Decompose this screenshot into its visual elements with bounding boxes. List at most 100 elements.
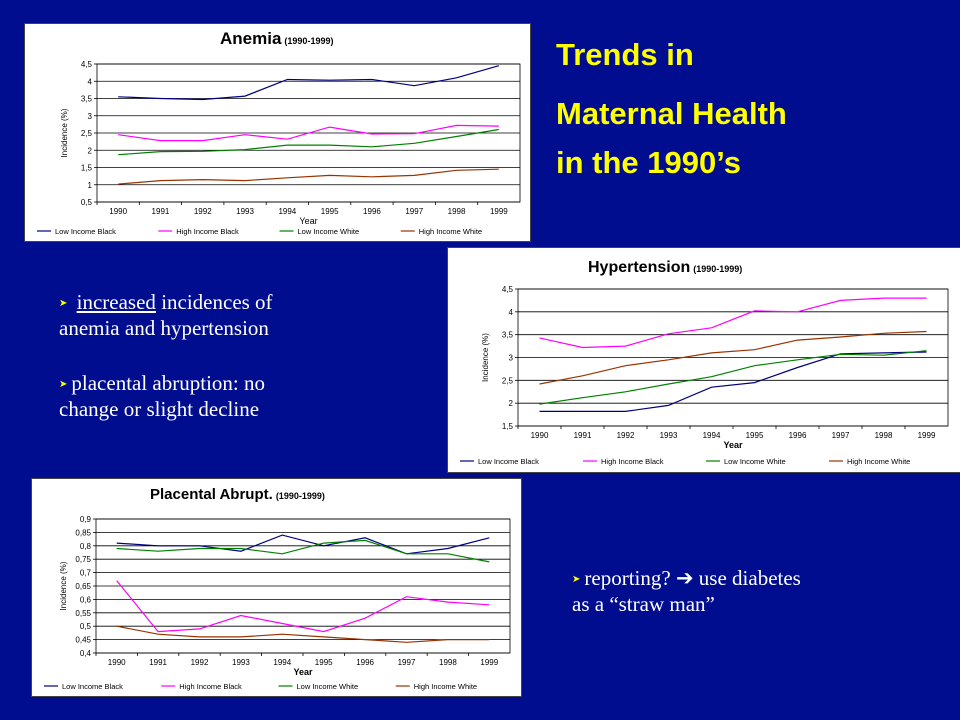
y-axis-label: Incidence (%) [60, 108, 69, 157]
bullet-1-underlined: increased [76, 290, 156, 314]
bullet-1-line-2: anemia and hypertension [59, 316, 269, 341]
x-tick-label: 1994 [273, 658, 291, 667]
arrowhead-bullet-icon: ➤ [59, 298, 68, 310]
bullet-3-line-1-b: use diabetes [693, 566, 801, 590]
y-axis-label: Incidence (%) [59, 561, 68, 610]
x-tick-label: 1992 [194, 207, 212, 216]
y-axis-label: Incidence (%) [481, 333, 490, 382]
bullet-placental-abruption: ➤ placental abruption: no change or sligh… [59, 371, 419, 421]
x-tick-label: 1990 [108, 658, 126, 667]
y-tick-label: 0,5 [81, 198, 93, 207]
chart-title: Anemia (1990-1999) [220, 29, 333, 48]
x-tick-label: 1999 [918, 431, 936, 440]
chart-title-suffix: (1990-1999) [284, 36, 333, 46]
slide-title-line-3: in the 1990’s [556, 145, 741, 180]
x-tick-label: 1990 [531, 431, 549, 440]
series-line-high-income-white [118, 168, 499, 185]
x-tick-label: 1995 [321, 207, 339, 216]
y-tick-label: 4 [88, 77, 93, 86]
y-tick-label: 3,5 [502, 331, 514, 340]
x-tick-label: 1998 [448, 207, 466, 216]
y-tick-label: 0,8 [80, 542, 92, 551]
y-tick-label: 4 [509, 308, 514, 317]
x-tick-label: 1992 [191, 658, 209, 667]
series-line-low-income-black [116, 534, 490, 555]
x-tick-label: 1999 [490, 207, 508, 216]
x-tick-label: 1999 [480, 658, 498, 667]
y-tick-label: 0,9 [80, 515, 92, 524]
legend-label: Low Income White [298, 227, 360, 236]
x-tick-label: 1996 [363, 207, 381, 216]
y-tick-label: 2 [509, 399, 514, 408]
placental-abruption-chart-svg: Placental Abrupt. (1990-1999) 0,4 0,45 0,5 0,… [44, 486, 511, 691]
x-tick-label: 1994 [703, 431, 721, 440]
y-tick-label: 1,5 [81, 164, 93, 173]
legend-label: Low Income White [724, 457, 786, 466]
series-line-high-income-black [118, 124, 499, 142]
chart-title-main: Hypertension [588, 259, 690, 276]
x-tick-label: 1991 [149, 658, 167, 667]
x-tick-label: 1997 [405, 207, 423, 216]
chart-title-main: Placental Abrupt. [150, 486, 273, 503]
x-tick-label: 1992 [617, 431, 635, 440]
legend-label: Low Income Black [62, 682, 123, 691]
x-tick-label: 1996 [789, 431, 807, 440]
y-tick-label: 0,85 [75, 528, 91, 537]
x-tick-label: 1991 [152, 207, 170, 216]
bullet-reporting: ➤ reporting? ➔ use diabetes as a “straw m… [572, 566, 932, 616]
series-line-high-income-white [116, 625, 490, 643]
anemia-chart: Anemia (1990-1999) 0,5 1 1,5 2 2,5 3 3,5 4 4,5 1990… [24, 23, 531, 242]
y-tick-label: 0,65 [75, 582, 91, 591]
series-line-high-income-black [539, 297, 927, 349]
bullet-3-line-1-a: reporting? [584, 566, 676, 590]
y-tick-label: 0,4 [80, 649, 92, 658]
y-tick-label: 1 [88, 181, 93, 190]
series-line-low-income-black [118, 65, 499, 101]
series-line-low-income-white [539, 350, 927, 405]
x-tick-label: 1993 [236, 207, 254, 216]
series-line-low-income-white [118, 128, 499, 156]
legend-label: High Income White [419, 227, 482, 236]
placental-abruption-chart: Placental Abrupt. (1990-1999) 0,4 0,45 0,5 0,… [31, 478, 522, 697]
legend-label: High Income White [847, 457, 910, 466]
chart-title: Placental Abrupt. (1990-1999) [150, 486, 325, 503]
arrowhead-bullet-icon: ➤ [572, 574, 581, 586]
y-tick-label: 0,75 [75, 555, 91, 564]
slide-title-line-2: Maternal Health [556, 96, 787, 131]
y-tick-label: 2 [88, 146, 93, 155]
x-tick-label: 1995 [746, 431, 764, 440]
x-tick-label: 1994 [278, 207, 296, 216]
y-tick-label: 0,45 [75, 636, 91, 645]
hypertension-chart-svg: Hypertension (1990-1999) 1,5 2 2,5 3 3,5 4 4,5 19… [460, 259, 949, 466]
x-tick-label: 1997 [832, 431, 850, 440]
x-tick-label: 1993 [660, 431, 678, 440]
legend-label: Low Income Black [55, 227, 116, 236]
y-tick-label: 3,5 [81, 95, 93, 104]
y-tick-label: 3 [509, 354, 514, 363]
x-tick-label: 1998 [439, 658, 457, 667]
y-tick-label: 0,6 [80, 595, 92, 604]
bullet-3-line-2: as a “straw man” [572, 592, 715, 617]
y-tick-label: 1,5 [502, 422, 514, 431]
series-line-low-income-white [116, 539, 490, 563]
chart-title-main: Anemia [220, 29, 282, 48]
chart-title: Hypertension (1990-1999) [588, 259, 742, 276]
legend-label: High Income Black [179, 682, 242, 691]
y-tick-label: 3 [88, 112, 93, 121]
hypertension-chart: Hypertension (1990-1999) 1,5 2 2,5 3 3,5 4 4,5 19… [447, 247, 960, 473]
y-tick-label: 0,5 [80, 622, 92, 631]
arrowhead-bullet-icon: ➤ [59, 379, 68, 391]
x-tick-label: 1996 [356, 658, 374, 667]
series-line-high-income-white [539, 330, 927, 385]
x-tick-label: 1993 [232, 658, 250, 667]
bullet-1-rest: incidences of [155, 290, 273, 314]
y-tick-label: 0,7 [80, 569, 92, 578]
x-axis-label: Year [299, 216, 317, 226]
bullet-2-line-2: change or slight decline [59, 397, 260, 422]
slide-title-line-1: Trends in [556, 37, 694, 72]
legend-label: Low Income Black [478, 457, 539, 466]
right-arrow-icon: ➔ [675, 566, 694, 590]
chart-title-suffix: (1990-1999) [276, 491, 325, 501]
x-axis-label: Year [293, 667, 313, 677]
bullet-increased-incidences: ➤ increased incidences of anemia and hyp… [59, 290, 419, 340]
